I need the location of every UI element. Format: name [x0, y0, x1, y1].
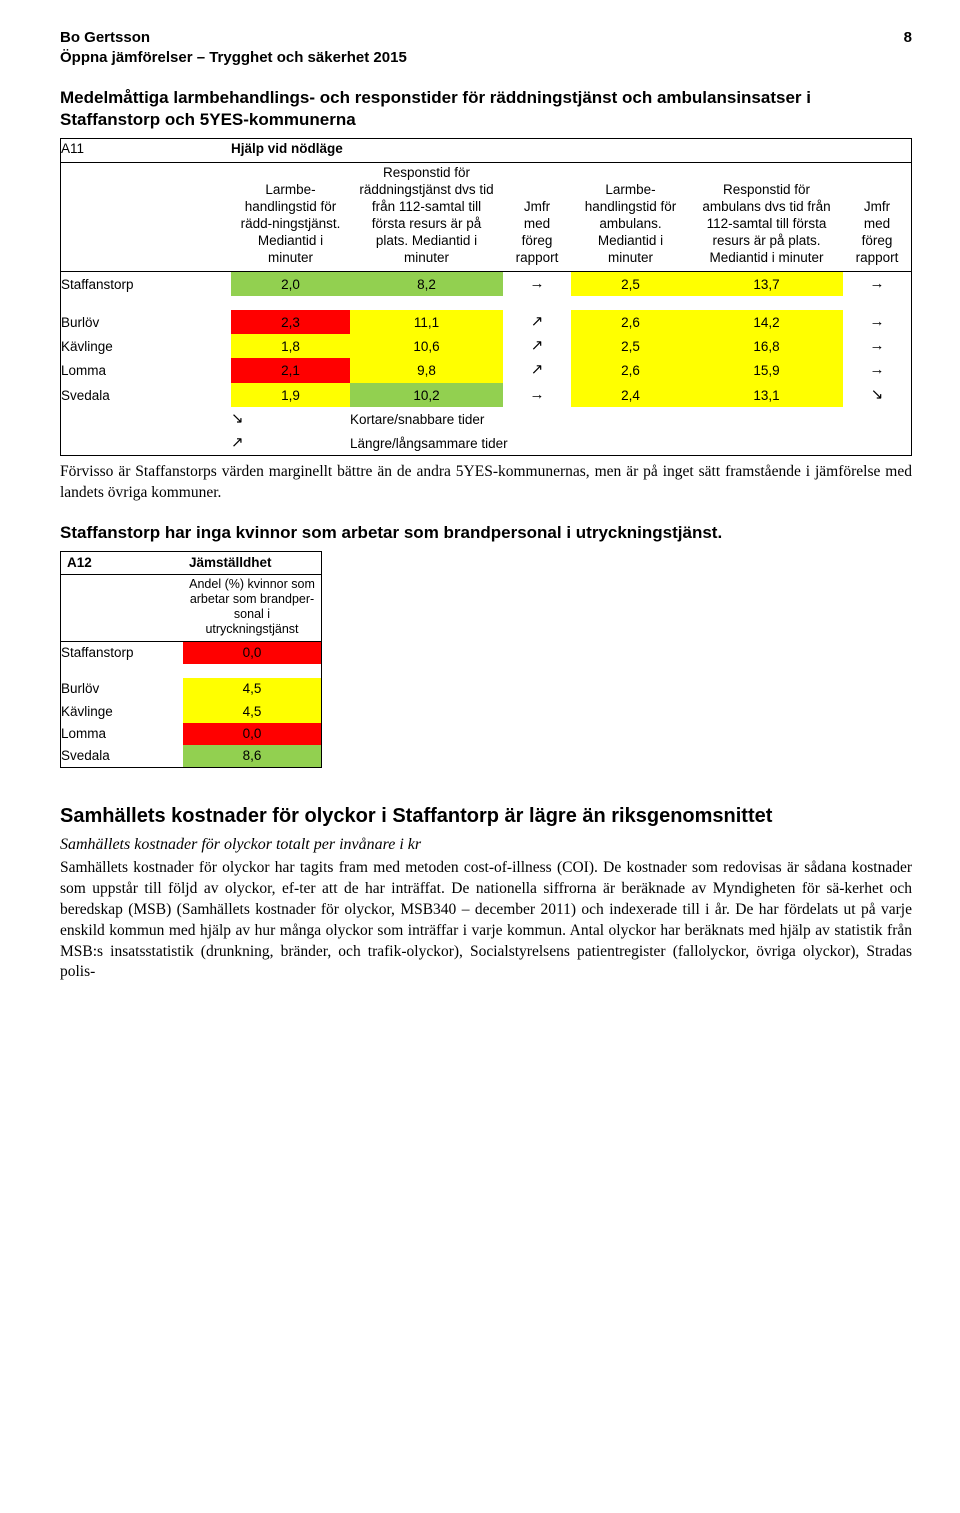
a12-sub: Andel (%) kvinnor som arbetar som brandp…	[183, 575, 321, 642]
arrow-icon: ↘	[843, 383, 911, 407]
cell-v2: 10,2	[350, 383, 503, 407]
arrow-icon: →	[843, 310, 911, 334]
col-c5: Responstid för ambulans dvs tid från 112…	[690, 163, 843, 271]
cell-v4: 14,2	[690, 310, 843, 334]
table-a11-header-row: A11 Hjälp vid nödläge	[61, 139, 911, 163]
arrow-icon: ↗	[503, 334, 571, 358]
row-name: Svedala	[61, 745, 183, 767]
row-name: Svedala	[61, 383, 231, 407]
row-name: Lomma	[61, 358, 231, 382]
table-a12: A12 Jämställdhet Andel (%) kvinnor som a…	[61, 552, 321, 767]
page-header: Bo Gertsson Öppna jämförelser – Trygghet…	[60, 28, 912, 69]
a11-code: A11	[61, 139, 231, 163]
cell-v2: 11,1	[350, 310, 503, 334]
section3-body: Samhällets kostnader för olyckor har tag…	[60, 858, 912, 984]
col-c2: Responstid för räddningstjänst dvs tid f…	[350, 163, 503, 271]
row-name: Kävlinge	[61, 701, 183, 723]
section3-title: Samhällets kostnader för olyckor i Staff…	[60, 803, 912, 830]
row-name: Staffanstorp	[61, 271, 231, 296]
table-row: Svedala1,910,2→2,413,1↘	[61, 383, 911, 407]
header-author: Bo Gertsson	[60, 28, 407, 48]
table-a12-wrapper: A12 Jämställdhet Andel (%) kvinnor som a…	[60, 551, 322, 768]
arrow-icon: →	[843, 271, 911, 296]
section1-title: Medelmåttiga larmbehandlings- och respon…	[60, 87, 912, 133]
table-row: Lomma2,19,8↗2,615,9→	[61, 358, 911, 382]
a11-title: Hjälp vid nödläge	[231, 139, 911, 163]
arrow-icon: →	[843, 334, 911, 358]
cell-v1: 1,9	[231, 383, 350, 407]
table-a11-columns: Larmbe-handlingstid för rädd-ningstjänst…	[61, 163, 911, 271]
cell-v2: 9,8	[350, 358, 503, 382]
arrow-icon: →	[503, 383, 571, 407]
a12-title: Jämställdhet	[183, 552, 321, 575]
table-row: Staffanstorp0,0	[61, 642, 321, 665]
header-subtitle: Öppna jämförelser – Trygghet och säkerhe…	[60, 48, 407, 68]
table-row: Kävlinge1,810,6↗2,516,8→	[61, 334, 911, 358]
row-name: Burlöv	[61, 678, 183, 700]
table-row: Svedala8,6	[61, 745, 321, 767]
header-left: Bo Gertsson Öppna jämförelser – Trygghet…	[60, 28, 407, 69]
a12-header-row: A12 Jämställdhet	[61, 552, 321, 575]
cell-v1: 2,3	[231, 310, 350, 334]
cell-v2: 10,6	[350, 334, 503, 358]
row-name: Staffanstorp	[61, 642, 183, 665]
arrow-icon: ↗	[503, 358, 571, 382]
a12-sub-empty	[61, 575, 183, 642]
cell-value: 8,6	[183, 745, 321, 767]
cell-v1: 2,1	[231, 358, 350, 382]
row-name: Burlöv	[61, 310, 231, 334]
table-a11: A11 Hjälp vid nödläge Larmbe-handlingsti…	[61, 138, 911, 456]
table-row: Burlöv4,5	[61, 678, 321, 700]
arrow-up-icon: ↗	[231, 431, 350, 456]
table-a11-wrapper: A11 Hjälp vid nödläge Larmbe-handlingsti…	[60, 138, 912, 456]
col-c6: Jmfr med föreg rapport	[843, 163, 911, 271]
section1-body: Förvisso är Staffanstorps värden margine…	[60, 462, 912, 504]
section2-title: Staffanstorp har inga kvinnor som arbeta…	[60, 522, 912, 545]
cell-v1: 1,8	[231, 334, 350, 358]
legend-text: Kortare/snabbare tider	[350, 407, 911, 431]
cell-v4: 15,9	[690, 358, 843, 382]
arrow-icon: ↗	[503, 310, 571, 334]
cell-value: 4,5	[183, 678, 321, 700]
a12-code: A12	[61, 552, 183, 575]
arrow-icon: →	[503, 271, 571, 296]
table-row: Burlöv2,311,1↗2,614,2→	[61, 310, 911, 334]
cell-v1: 2,0	[231, 271, 350, 296]
row-name: Lomma	[61, 723, 183, 745]
cell-value: 0,0	[183, 642, 321, 665]
table-row: Kävlinge4,5	[61, 701, 321, 723]
cell-v3: 2,5	[571, 271, 690, 296]
arrow-icon: →	[843, 358, 911, 382]
cell-v3: 2,4	[571, 383, 690, 407]
cell-v4: 13,1	[690, 383, 843, 407]
cell-v3: 2,6	[571, 310, 690, 334]
table-row: Lomma0,0	[61, 723, 321, 745]
page-number: 8	[904, 28, 912, 69]
cell-v4: 16,8	[690, 334, 843, 358]
col-empty	[61, 163, 231, 271]
cell-value: 0,0	[183, 723, 321, 745]
a12-sub-row: Andel (%) kvinnor som arbetar som brandp…	[61, 575, 321, 642]
cell-v3: 2,6	[571, 358, 690, 382]
col-c4: Larmbe-handlingstid för ambulans. Median…	[571, 163, 690, 271]
cell-v2: 8,2	[350, 271, 503, 296]
row-name: Kävlinge	[61, 334, 231, 358]
cell-v3: 2,5	[571, 334, 690, 358]
section3-subtitle: Samhällets kostnader för olyckor totalt …	[60, 834, 912, 856]
arrow-down-icon: ↘	[231, 407, 350, 431]
col-c1: Larmbe-handlingstid för rädd-ningstjänst…	[231, 163, 350, 271]
cell-value: 4,5	[183, 701, 321, 723]
legend-text: Längre/långsammare tider	[350, 431, 911, 456]
table-row: Staffanstorp2,08,2→2,513,7→	[61, 271, 911, 296]
col-c3: Jmfr med föreg rapport	[503, 163, 571, 271]
cell-v4: 13,7	[690, 271, 843, 296]
